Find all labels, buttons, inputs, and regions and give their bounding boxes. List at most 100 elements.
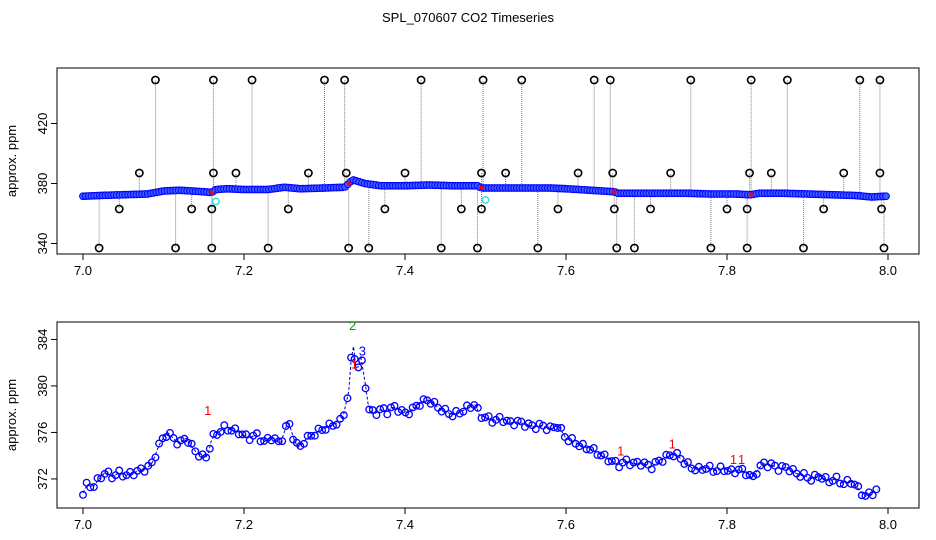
data-point — [662, 450, 671, 459]
outlier-point — [283, 204, 293, 214]
data-point — [140, 467, 149, 476]
data-point — [252, 429, 261, 438]
data-point — [86, 483, 95, 492]
top-y-tick-label: 380 — [35, 173, 50, 195]
data-point — [383, 410, 392, 419]
annotation-label: 2 — [349, 318, 356, 333]
outlier-point — [782, 75, 792, 85]
outlier-point — [839, 168, 849, 178]
outlier-point — [341, 168, 351, 178]
data-point — [79, 490, 87, 499]
data-point — [165, 428, 174, 437]
data-point — [882, 192, 890, 201]
outlier-point — [666, 168, 676, 178]
outlier-point — [646, 204, 655, 214]
data-point — [332, 420, 341, 429]
data-point — [807, 476, 816, 485]
top-x-tick-label: 8.0 — [879, 263, 897, 278]
data-point — [821, 472, 830, 481]
data-point — [343, 394, 352, 403]
data-point — [365, 405, 374, 414]
outlier-point — [364, 243, 374, 253]
data-point — [231, 424, 240, 433]
outlier-point — [875, 168, 885, 178]
bottom-y-tick-label: 380 — [35, 375, 50, 397]
data-point — [752, 470, 761, 479]
outlier-point — [94, 243, 104, 253]
annotation-label: 1 — [669, 437, 676, 452]
data-point — [593, 451, 602, 459]
outlier-point — [207, 204, 217, 214]
data-point — [245, 436, 254, 445]
data-point — [658, 457, 667, 466]
annotation-label: 3 — [359, 344, 366, 359]
data-point — [857, 491, 866, 500]
data-point — [93, 474, 102, 483]
outlier-point — [501, 168, 511, 178]
top-x-tick-label: 7.4 — [396, 263, 414, 278]
data-point — [379, 404, 388, 413]
outlier-point — [477, 168, 486, 178]
outlier-point — [303, 168, 313, 178]
data-point — [770, 461, 779, 470]
outlier-point — [686, 75, 696, 85]
outlier-point — [742, 204, 752, 214]
outlier-point — [151, 75, 160, 85]
data-point — [778, 461, 787, 470]
outlier-point — [875, 75, 885, 85]
outlier-point — [605, 75, 615, 85]
outlier-point — [877, 204, 886, 214]
data-point — [191, 447, 200, 456]
data-point — [459, 407, 468, 416]
annotation-label: 1 — [730, 452, 737, 467]
bottom-x-tick-label: 7.2 — [235, 517, 253, 532]
data-point — [115, 466, 124, 475]
data-point — [419, 395, 428, 404]
data-point — [314, 424, 323, 433]
data-point — [850, 480, 859, 489]
data-point — [734, 465, 743, 474]
data-point — [557, 423, 566, 432]
outlier-point — [209, 168, 218, 178]
data-point — [329, 421, 337, 430]
data-point — [854, 482, 863, 491]
data-point — [597, 451, 605, 460]
data-point — [553, 424, 562, 432]
data-point — [481, 413, 490, 422]
gap-marker — [748, 192, 754, 197]
data-point — [216, 428, 225, 436]
data-point — [622, 455, 631, 464]
data-point — [89, 483, 98, 491]
gap-marker — [479, 185, 484, 191]
data-point — [278, 437, 287, 446]
outlier-point — [819, 204, 828, 214]
outlier-point — [609, 204, 619, 214]
outlier-point — [589, 75, 599, 85]
data-point — [354, 363, 363, 372]
data-point — [484, 412, 493, 421]
bottom-x-tick-label: 7.8 — [718, 517, 736, 532]
bottom-y-tick-label: 384 — [35, 329, 50, 351]
data-point — [238, 430, 247, 439]
data-point — [495, 412, 504, 421]
data-point — [285, 419, 294, 428]
outlier-point — [340, 75, 350, 85]
outlier-point — [722, 204, 732, 214]
outlier-point — [209, 75, 218, 85]
top-plot-area — [79, 75, 890, 253]
data-point — [223, 426, 232, 435]
top-x-tick-label: 7.2 — [235, 263, 253, 278]
outlier-point — [263, 243, 273, 253]
data-point — [368, 406, 377, 415]
data-point — [676, 455, 685, 463]
data-point — [513, 416, 522, 425]
outlier-point — [114, 204, 124, 214]
outlier-point — [612, 243, 622, 253]
data-point — [665, 451, 674, 460]
data-point — [607, 457, 616, 466]
data-point — [441, 404, 450, 413]
bottom-x-tick-label: 7.0 — [74, 517, 92, 532]
chart-title: SPL_070607 CO2 Timeseries — [382, 10, 554, 25]
